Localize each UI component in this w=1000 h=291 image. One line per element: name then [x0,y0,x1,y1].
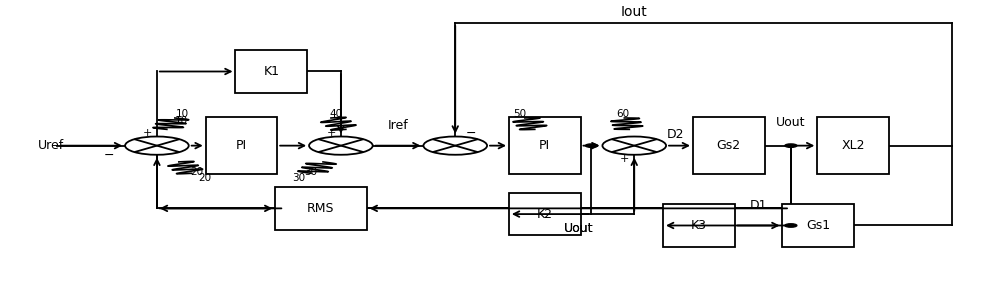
Circle shape [586,144,597,147]
Text: 30: 30 [293,173,306,182]
Bar [817,117,889,174]
Bar [509,193,581,235]
Circle shape [125,136,189,155]
Text: Uout: Uout [564,222,594,235]
Text: Gs1: Gs1 [806,219,830,232]
Text: 40: 40 [329,109,342,119]
Bar [509,117,581,174]
Bar [663,204,735,247]
Circle shape [309,136,373,155]
Text: Uout: Uout [564,222,594,235]
Bar [782,204,854,247]
Text: 20: 20 [198,173,211,182]
Text: K1: K1 [263,65,279,78]
Text: −: − [466,127,476,140]
Text: XL2: XL2 [841,139,865,152]
Text: Iout: Iout [621,5,648,19]
Text: PI: PI [236,139,247,152]
Text: 20: 20 [190,167,203,177]
Text: +: + [327,128,336,138]
Text: D2: D2 [667,128,684,141]
Text: Gs2: Gs2 [717,139,741,152]
Text: 10: 10 [175,116,188,126]
Text: PI: PI [539,139,550,152]
Bar [206,117,277,174]
Circle shape [423,136,487,155]
Text: K2: K2 [537,207,553,221]
Text: RMS: RMS [307,202,335,215]
Text: 60: 60 [616,109,629,119]
Text: Iref: Iref [388,119,408,132]
Circle shape [785,144,797,147]
Text: +: + [143,128,152,138]
Text: K3: K3 [691,219,707,232]
Bar [235,50,307,93]
Text: +: + [620,154,629,164]
Text: 30: 30 [304,167,318,177]
Text: 10: 10 [176,109,189,119]
Text: Uout: Uout [776,116,806,129]
Bar [693,117,765,174]
Text: 50: 50 [513,109,526,119]
Circle shape [602,136,666,155]
Circle shape [785,224,797,227]
Text: D1: D1 [750,199,767,212]
Text: Uref: Uref [38,139,64,152]
Text: −: − [104,149,114,162]
Bar [275,187,367,230]
